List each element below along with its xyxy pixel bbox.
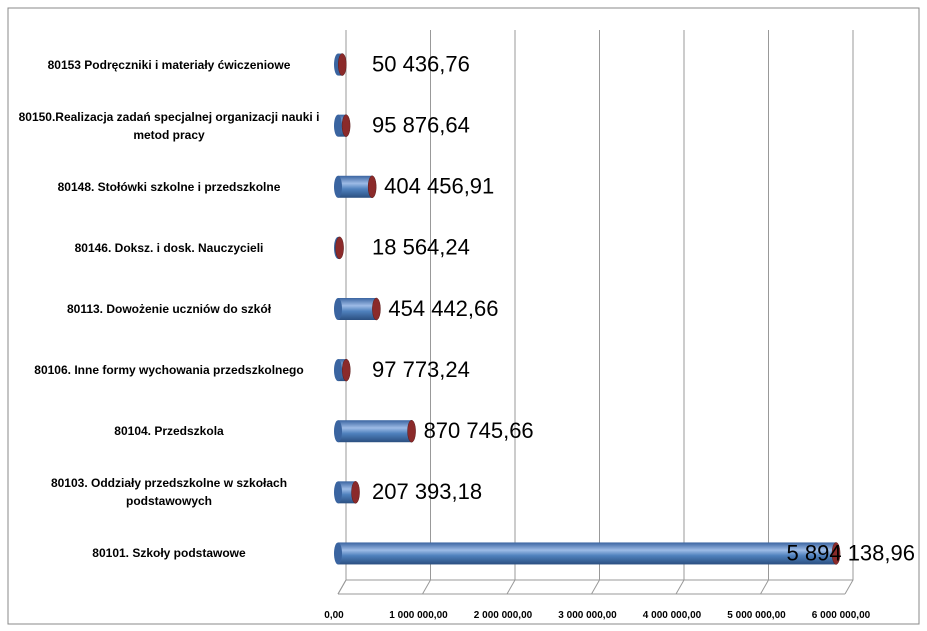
grid-line [337,30,347,595]
value-label: 404 456,91 [384,174,494,199]
x-tick-label: 6 000 000,00 [812,610,871,621]
frame [7,7,920,625]
x-tick-label: 1 000 000,00 [389,610,448,621]
category-label: 80104. Przedszkola [114,424,224,439]
grid-line [675,30,685,595]
category-label: 80150.Realizacja zadań specjalnej organi… [18,109,320,142]
category-label: 80113. Dowożenie uczniów do szkół [66,302,272,316]
bar-start-cap [334,298,342,320]
bar-start-cap [334,420,342,443]
value-label: 207 393,18 [372,479,482,504]
value-label: 97 773,24 [372,357,470,382]
bar-end-cap [407,419,416,443]
grid-line [760,30,769,595]
value-label: 5 894 138,96 [787,540,915,565]
x-tick-label: 2 000 000,00 [474,610,533,621]
bar [338,420,412,443]
bar-end-cap [338,53,347,76]
x-tick-label: 3 000 000,00 [558,610,617,621]
bar [338,175,373,198]
bar-start-cap [334,114,342,137]
bar [338,298,377,320]
category-label: 80103. Oddziały przedszkolne w szkołach … [50,476,288,509]
bar-start-cap [334,542,342,565]
bar-end-cap [342,358,351,382]
value-label: 454 442,66 [388,296,498,321]
bar-end-cap [335,236,344,260]
grid-line [591,30,600,595]
bar [338,542,837,565]
x-tick-label: 4 000 000,00 [643,610,702,621]
x-tick-label: 0,00 [324,610,344,621]
bar-end-cap [341,114,351,137]
value-label: 870 745,66 [424,418,534,443]
grid-line [844,30,854,595]
category-label: 80101. Szkoły podstawowe [92,546,246,561]
value-label: 50 436,76 [372,51,470,76]
bar-end-cap [372,297,381,321]
bar-end-cap [351,481,360,504]
value-label: 18 564,24 [372,235,470,260]
x-tick-label: 5 000 000,00 [727,610,786,621]
grid-line [422,30,431,595]
bar-end-cap [367,175,377,199]
bar-start-cap [334,481,342,504]
bar-start-cap [334,175,342,198]
bar [338,481,356,504]
category-label: 80153 Podręczniki i materiały ćwiczeniow… [47,57,291,72]
grid-line [506,30,516,595]
value-label: 95 876,64 [372,112,470,137]
bar-end-cap [831,542,841,565]
category-label: 80146. Doksz. i dosk. Nauczycieli [74,240,264,255]
category-label: 80106. Inne formy wychowania przedszkoln… [34,363,304,378]
category-label: 80148. Stołówki szkolne i przedszkolne [57,179,281,194]
bar-start-cap [334,359,342,382]
